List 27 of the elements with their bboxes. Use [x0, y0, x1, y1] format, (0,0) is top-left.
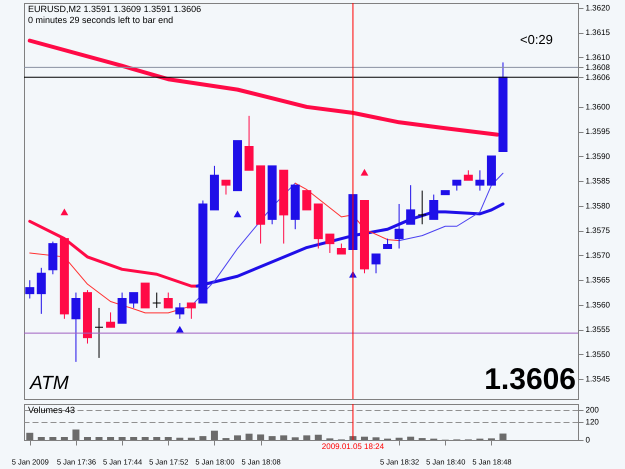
y-tick-label: 1.3585: [586, 176, 611, 186]
y-tick-label: 1.3606: [586, 72, 611, 82]
annotation: 1.3606: [484, 363, 576, 396]
chart-title: EURUSD,M2 1.3591 1.3609 1.3591 1.3606: [28, 4, 202, 14]
annotation: ATM: [29, 373, 69, 394]
y-tick-label: 1.3555: [586, 325, 611, 334]
y-tick-label: 1.3620: [586, 3, 611, 12]
y-tick-label: 200: [586, 406, 600, 414]
y-tick-label: 1.3610: [586, 52, 611, 62]
y-tick-label: 1.3560: [586, 300, 611, 310]
y-tick-label: 1.3575: [586, 226, 611, 236]
y-tick-label: 0: [586, 436, 590, 444]
y-tick-label: 1.3615: [586, 28, 611, 38]
y-tick-label: 120: [586, 418, 600, 426]
y-tick-label: 1.3608: [586, 62, 611, 72]
y-tick-label: 1.3600: [586, 102, 611, 112]
y-tick-label: 1.3590: [586, 152, 611, 161]
y-tick-label: 1.3550: [586, 350, 611, 359]
y-tick-label: 1.3580: [586, 201, 611, 210]
y-tick-label: 1.3545: [586, 374, 611, 384]
y-tick-label: 1.3570: [586, 250, 611, 260]
y-tick-label: 1.3565: [586, 276, 611, 285]
annotation: <0:29: [520, 32, 553, 47]
chart-title: Volumes 43: [28, 405, 76, 415]
text: 0 minutes 29 seconds left to bar end: [28, 15, 174, 25]
ref-line-label: 2009.01.05 18:24: [322, 442, 385, 451]
y-tick-label: 1.3595: [586, 127, 611, 136]
